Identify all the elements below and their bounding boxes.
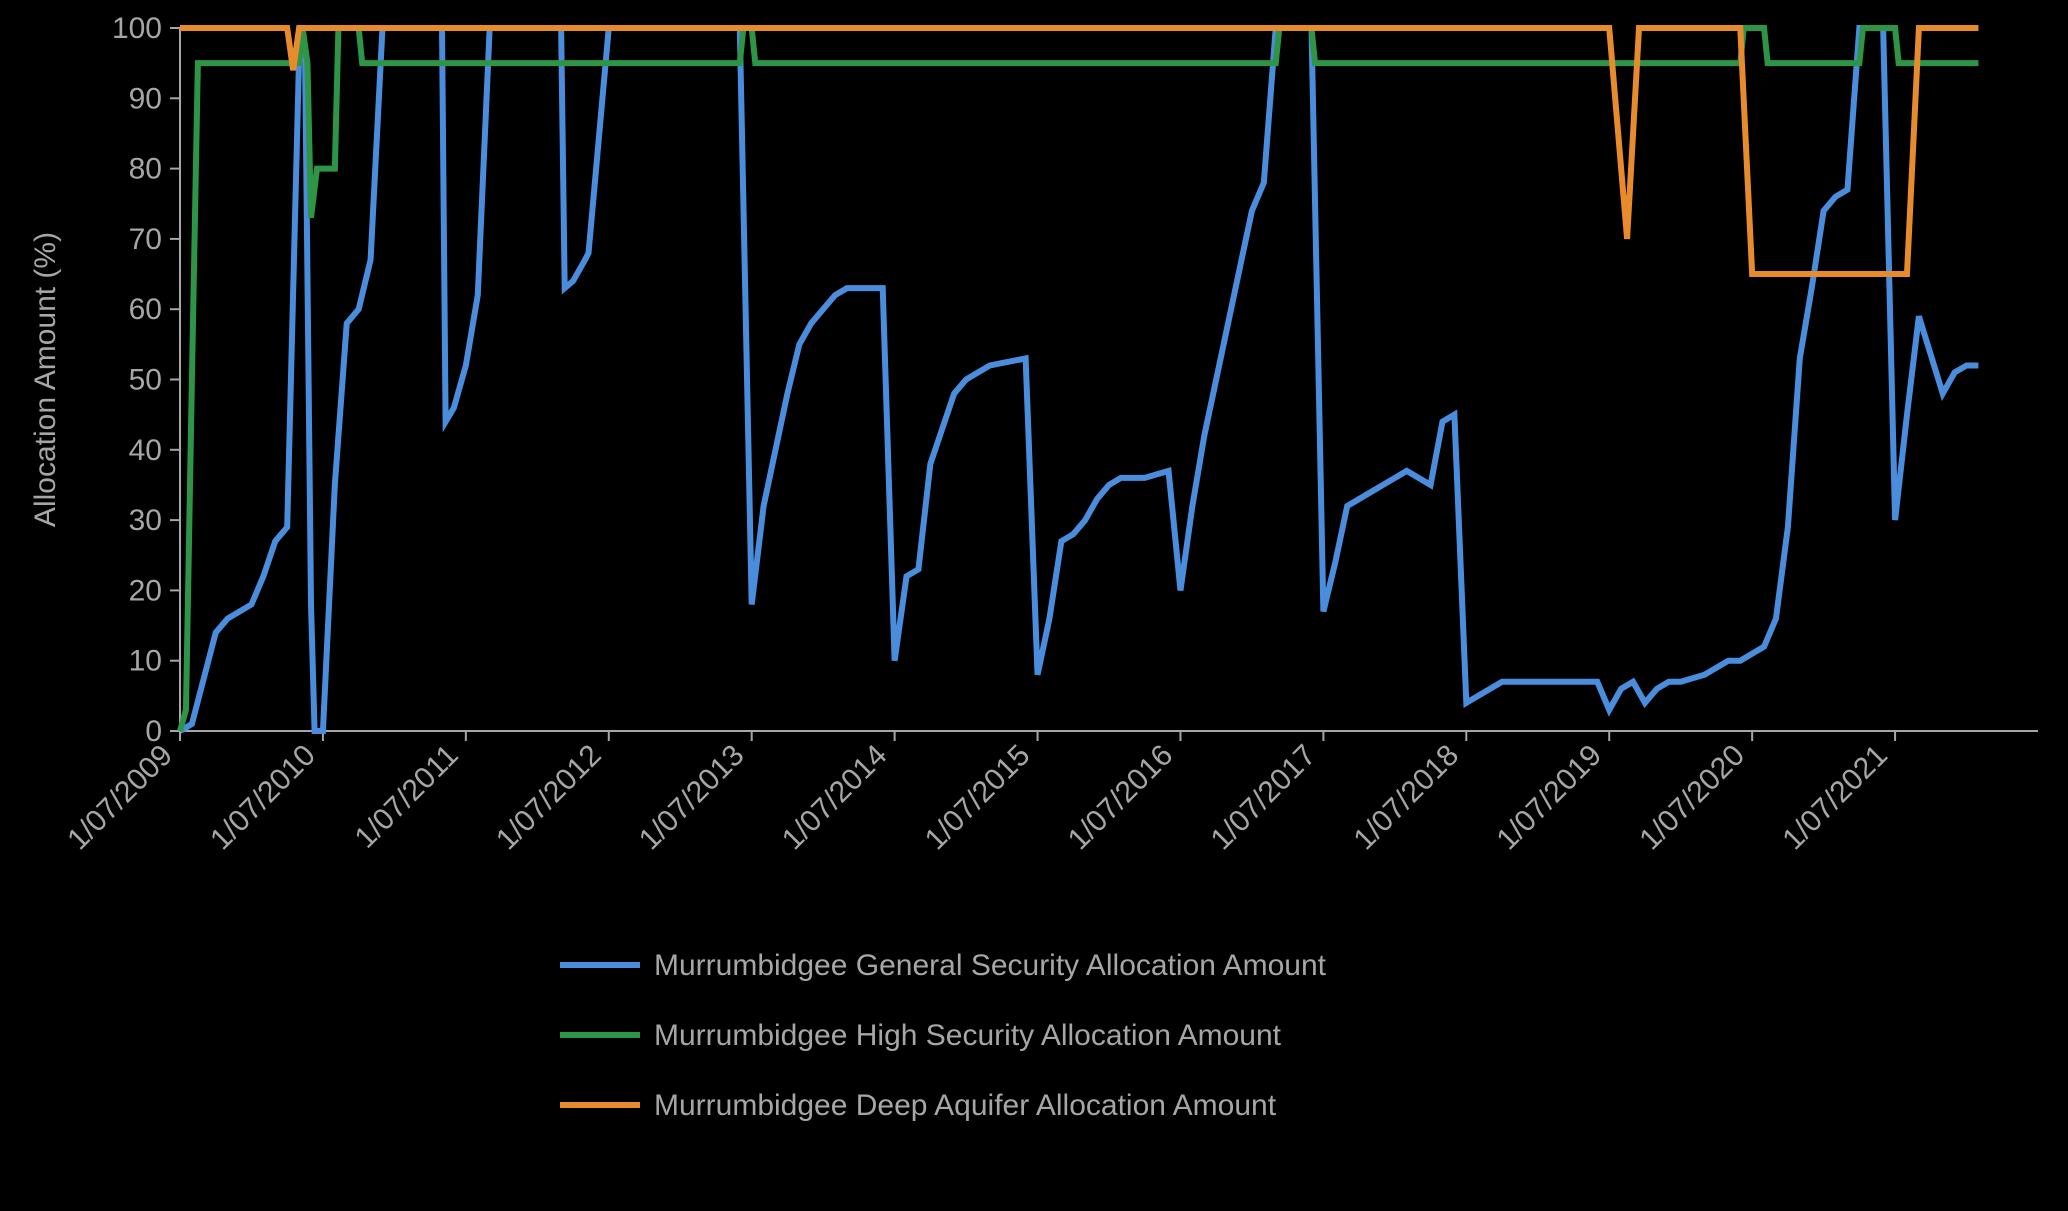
y-tick-label: 20 (129, 574, 162, 607)
x-tick-label: 1/07/2015 (919, 739, 1037, 857)
series-line (180, 28, 1978, 731)
y-tick-label: 80 (129, 153, 162, 186)
x-tick-label: 1/07/2018 (1348, 739, 1466, 857)
x-tick-label: 1/07/2012 (490, 739, 608, 857)
y-tick-label: 60 (129, 293, 162, 326)
series-line (180, 28, 1978, 731)
x-tick-label: 1/07/2020 (1633, 739, 1751, 857)
x-tick-label: 1/07/2017 (1205, 739, 1323, 857)
legend-label: Murrumbidgee General Security Allocation… (654, 949, 1327, 982)
allocation-line-chart: 0102030405060708090100Allocation Amount … (0, 0, 2068, 1211)
x-tick-label: 1/07/2011 (349, 739, 465, 855)
y-tick-label: 10 (129, 645, 162, 678)
chart-svg: 0102030405060708090100Allocation Amount … (0, 0, 2068, 1211)
y-tick-label: 90 (129, 82, 162, 115)
x-tick-label: 1/07/2013 (633, 739, 751, 857)
y-axis-title: Allocation Amount (%) (29, 232, 62, 527)
y-tick-label: 50 (129, 364, 162, 397)
x-tick-label: 1/07/2021 (1776, 739, 1894, 857)
legend-label: Murrumbidgee High Security Allocation Am… (654, 1019, 1282, 1052)
x-tick-label: 1/07/2014 (776, 739, 894, 857)
y-tick-label: 30 (129, 504, 162, 537)
x-tick-label: 1/07/2016 (1062, 739, 1180, 857)
y-tick-label: 100 (112, 12, 162, 45)
x-tick-label: 1/07/2019 (1490, 739, 1608, 857)
x-tick-label: 1/07/2009 (61, 739, 179, 857)
x-tick-label: 1/07/2010 (204, 739, 322, 857)
y-tick-label: 40 (129, 434, 162, 467)
y-tick-label: 70 (129, 223, 162, 256)
legend-label: Murrumbidgee Deep Aquifer Allocation Amo… (654, 1089, 1277, 1122)
